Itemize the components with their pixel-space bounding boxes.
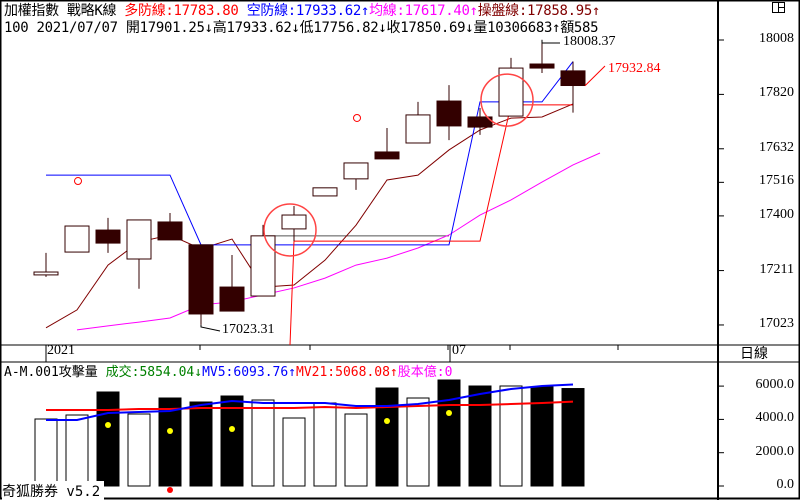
high-annotation: 18008.37 <box>563 34 616 49</box>
indicator-line-均線 <box>76 152 601 331</box>
indicator-line-空防線 <box>46 61 574 246</box>
candle-up <box>33 271 59 276</box>
restore-window-icon[interactable] <box>772 2 785 13</box>
volume-bar <box>313 402 337 487</box>
volume-bar <box>220 395 244 487</box>
mv5-line <box>46 383 574 421</box>
candle-up <box>405 114 431 144</box>
indicator-header: 加權指數 戰略K線 多防線:17783.80 空防線:17933.62↑均線:1… <box>4 3 600 19</box>
mv21-stat: MV21:5068.08↑ <box>296 365 398 380</box>
candle-up <box>312 187 338 197</box>
operation-line-value: 操盤線:17858.95↑ <box>477 3 601 19</box>
candle-up <box>498 67 524 117</box>
volume-bar <box>282 417 306 487</box>
volume-bar <box>189 401 213 487</box>
candle-up <box>281 214 307 230</box>
ohlc-header: 100 2021/07/07 開17901.25↓高17933.62↓低1775… <box>4 20 599 36</box>
date-label-07: 07 <box>452 343 466 358</box>
volume-title: A-M.001攻擊量 <box>4 365 98 380</box>
volume-bar <box>406 397 430 487</box>
candle-down <box>560 70 586 87</box>
low-annotation: 17023.31 <box>222 322 275 337</box>
candle-down <box>219 286 245 312</box>
period-label[interactable]: 日線 <box>740 346 768 362</box>
volume-bar <box>468 385 492 487</box>
volume-bar <box>561 388 585 487</box>
signal-marker <box>353 113 361 122</box>
signal-circle <box>263 203 317 257</box>
price-axis-label: 18008 <box>759 31 794 46</box>
yellow-signal-dot <box>105 421 111 428</box>
mv5-stat: MV5:6093.76↑ <box>202 365 296 380</box>
title-label: 加權指數 戰略K線 <box>4 3 125 19</box>
volume-bar <box>251 399 275 487</box>
candle-down <box>157 221 183 241</box>
volume-bar <box>34 418 58 487</box>
capital-stat: 股本億:0 <box>397 365 453 380</box>
red-signal-dot <box>167 487 173 493</box>
price-axis-label: 17820 <box>759 85 794 101</box>
candle-up <box>250 235 276 297</box>
yellow-signal-dot <box>384 417 390 424</box>
price-axis-label: 17023 <box>759 315 794 331</box>
candle-down <box>374 151 400 160</box>
candle-down <box>95 229 121 244</box>
average-line-value: 均線:17617.40↑ <box>369 3 478 19</box>
volume-bar <box>127 413 151 487</box>
date-label-2021: 2021 <box>47 343 75 358</box>
brand-label: 奇狐勝券 v5.2 <box>2 481 105 500</box>
last-annotation: 17932.84 <box>608 61 661 76</box>
volume-bar <box>96 391 120 487</box>
candle-up <box>343 162 369 180</box>
signal-circle <box>480 73 534 127</box>
candle-down <box>188 244 214 315</box>
candle-down <box>436 100 462 127</box>
indicator-line-操盤線 <box>45 103 574 329</box>
yellow-signal-dot <box>167 428 173 435</box>
volume-bar <box>375 387 399 487</box>
volume-stat: 成交:5854.04↓ <box>105 365 203 380</box>
price-axis-label: 17516 <box>759 173 794 189</box>
volume-bar <box>65 414 89 487</box>
low-leader <box>200 324 221 332</box>
mv21-line <box>46 400 574 411</box>
candle-up <box>126 219 152 260</box>
volume-axis-label: 0.0 <box>776 477 795 492</box>
volume-bar <box>344 413 368 487</box>
volume-axis-label: 4000.0 <box>755 410 795 426</box>
indicator-line-多防線 <box>289 104 573 346</box>
volume-bar <box>158 397 182 487</box>
price-axis-label: 17400 <box>759 206 794 222</box>
price-axis-label: 17211 <box>759 261 794 277</box>
volume-header: A-M.001攻擊量 成交:5854.04↓MV5:6093.76↑MV21:5… <box>4 361 452 380</box>
short-defense-value: 空防線:17933.62↑ <box>238 3 370 19</box>
volume-bar <box>499 385 523 487</box>
yellow-signal-dot <box>446 410 452 417</box>
price-axis-label: 17632 <box>759 139 794 155</box>
candle-down <box>529 63 555 69</box>
volume-axis-label: 2000.0 <box>755 443 795 459</box>
volume-axis-label: 6000.0 <box>755 377 795 393</box>
volume-bar <box>437 379 461 487</box>
high-leader <box>541 39 560 44</box>
signal-marker <box>74 177 82 186</box>
candle-up <box>64 225 90 253</box>
last-leader <box>584 65 606 87</box>
yellow-signal-dot <box>229 426 235 433</box>
long-defense-value: 多防線:17783.80 <box>124 3 239 19</box>
